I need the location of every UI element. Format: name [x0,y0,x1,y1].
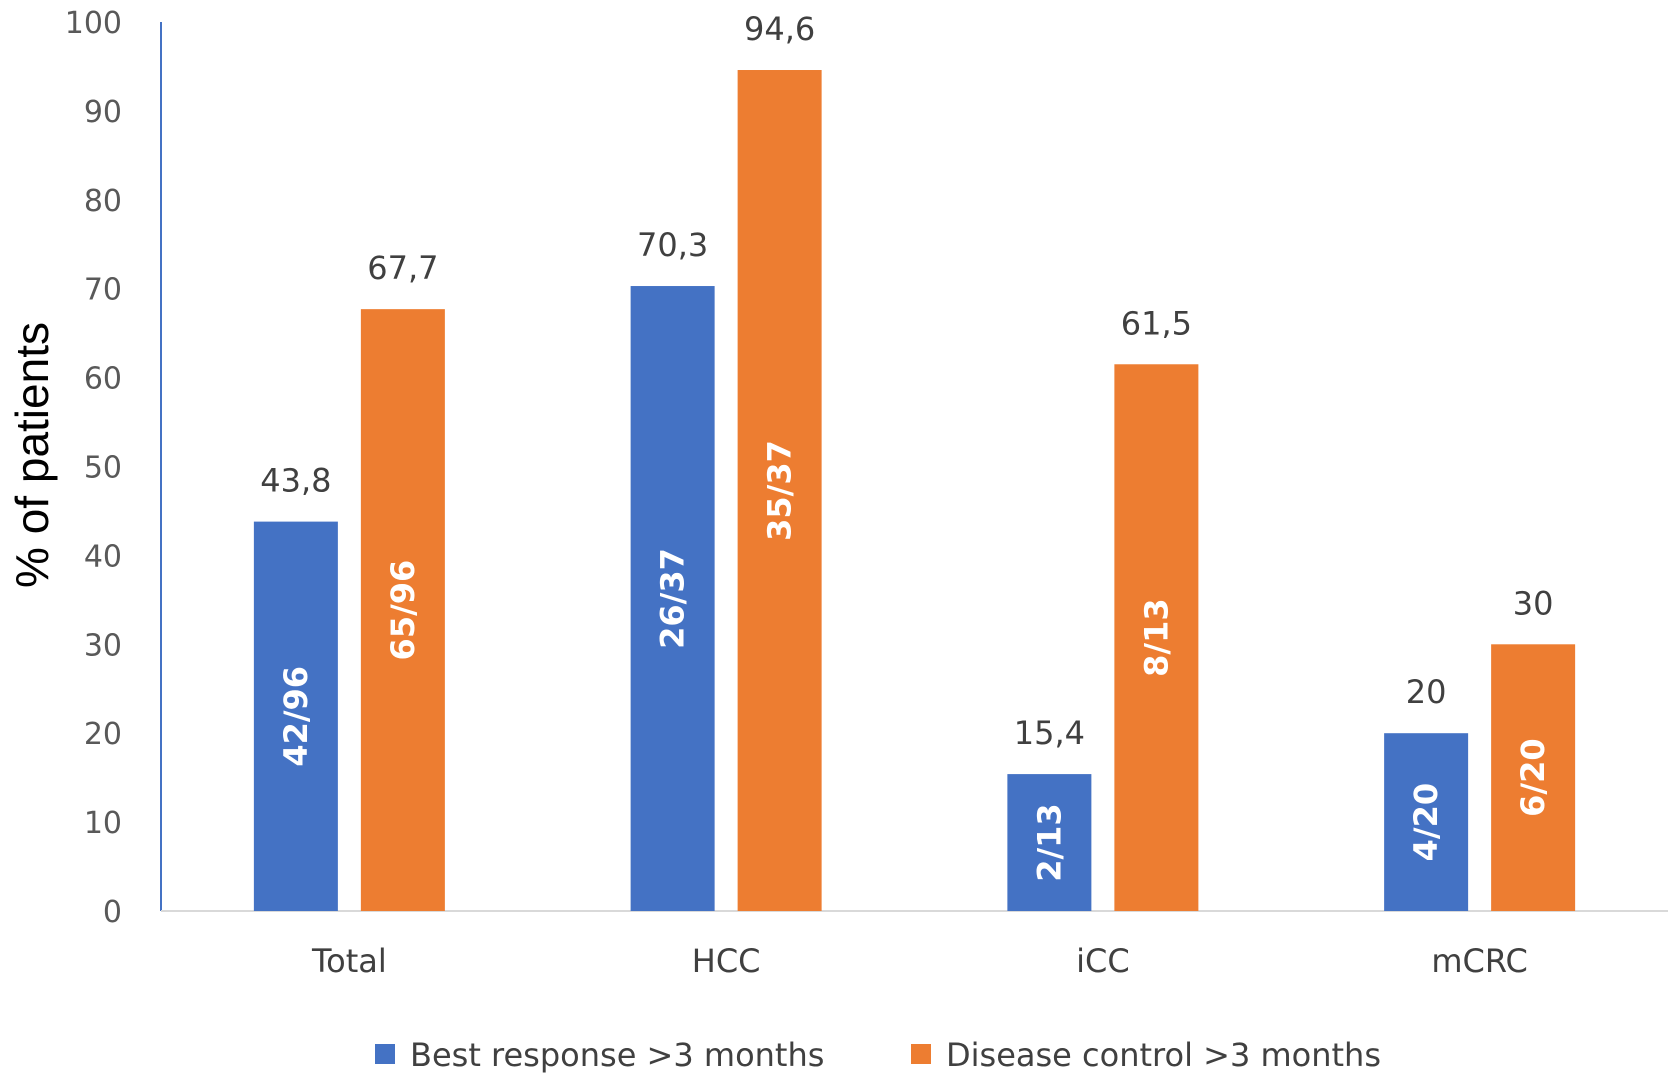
bar-best-response-total [253,521,338,911]
bar-disease-control-icc [1114,364,1199,911]
value-label-best-response-total: 43,8 [260,462,331,500]
value-label-disease-control-total: 67,7 [367,249,438,287]
bar-disease-control-total [360,309,445,912]
y-tick-label: 70 [84,273,122,308]
x-tick-label-total: Total [311,942,387,980]
fraction-label-disease-control-hcc: 35/37 [761,440,799,541]
legend: Best response >3 months Disease control … [375,1036,1381,1074]
fraction-label-disease-control-icc: 8/13 [1137,598,1175,676]
fraction-label-best-response-icc: 2/13 [1030,803,1068,881]
value-label-best-response-hcc: 70,3 [637,226,708,264]
value-label-disease-control-icc: 61,5 [1121,304,1192,342]
x-tick-label-mcrc: mCRC [1431,942,1528,980]
fraction-label-disease-control-total: 65/96 [384,560,422,661]
legend-swatch-best-response [375,1044,395,1064]
y-tick-label: 60 [84,362,122,397]
y-tick-label: 90 [84,95,122,130]
fraction-label-disease-control-mcrc: 6/20 [1514,738,1552,816]
legend-swatch-disease-control [911,1044,931,1064]
y-axis-title: % of patients [6,322,58,588]
y-tick-label: 10 [84,806,122,841]
y-tick-label: 50 [84,451,122,486]
fraction-label-best-response-mcrc: 4/20 [1407,783,1445,861]
y-tick-label: 30 [84,628,122,663]
y-tick-label: 80 [84,184,122,219]
fraction-label-best-response-hcc: 26/37 [654,548,692,649]
bar-best-response-hcc [630,286,715,912]
y-tick-label: 40 [84,539,122,574]
x-tick-label-icc: iCC [1076,942,1130,980]
bar-best-response-icc [1007,774,1092,911]
bar-disease-control-hcc [737,70,822,912]
legend-label-best-response: Best response >3 months [410,1036,824,1074]
bar-best-response-mcrc [1384,733,1469,911]
x-tick-labels: Total HCC iCC mCRC [311,942,1528,980]
legend-label-disease-control: Disease control >3 months [946,1036,1381,1074]
y-tick-label: 0 [103,895,122,930]
fraction-label-best-response-total: 42/96 [277,666,315,767]
y-tick-labels: 0 10 20 30 40 50 60 70 80 90 100 [65,6,122,930]
y-tick-label: 20 [84,717,122,752]
value-label-best-response-icc: 15,4 [1014,714,1085,752]
value-label-disease-control-hcc: 94,6 [744,10,815,48]
value-label-disease-control-mcrc: 30 [1513,584,1554,622]
y-tick-label: 100 [65,6,122,41]
y-axis: 0 10 20 30 40 50 60 70 80 90 100 [65,6,162,930]
x-tick-label-hcc: HCC [692,942,761,980]
bar-disease-control-mcrc [1491,644,1576,911]
value-label-best-response-mcrc: 20 [1406,673,1447,711]
bars: 43,8 42/96 67,7 65/96 70,3 26/37 94,6 35/37 15,4… [253,10,1576,912]
